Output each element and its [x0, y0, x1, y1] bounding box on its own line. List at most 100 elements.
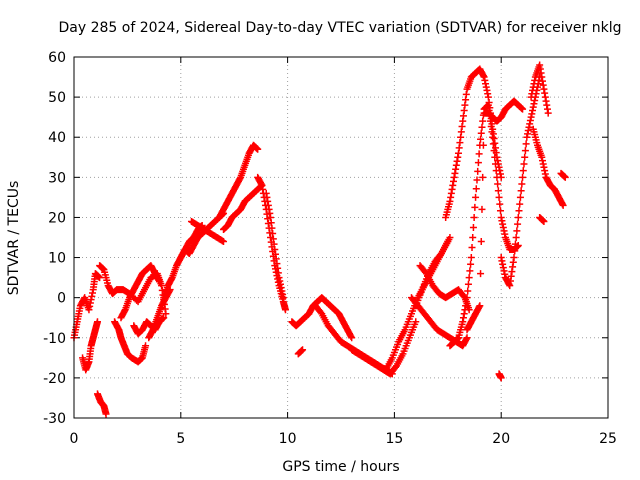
data-point: [491, 153, 499, 161]
series-track-z: [463, 97, 527, 334]
data-point: [475, 150, 483, 158]
series-track-q: [294, 346, 307, 358]
series-track-b: [79, 318, 101, 374]
data-point: [521, 153, 529, 161]
data-point: [281, 306, 289, 314]
data-point: [464, 287, 472, 295]
y-tick-label: 10: [48, 251, 66, 267]
grid-lines: [74, 57, 608, 418]
data-point: [467, 254, 475, 262]
data-point: [519, 167, 527, 175]
data-point: [497, 374, 505, 382]
chart-title: Day 285 of 2024, Sidereal Day-to-day VTE…: [59, 20, 622, 36]
data-point: [470, 213, 478, 221]
y-tick-label: -20: [43, 371, 66, 387]
data-point: [464, 280, 472, 288]
data-point: [489, 140, 497, 148]
data-point: [494, 180, 502, 188]
series-track-l: [215, 141, 262, 221]
series-track-e: [111, 318, 150, 366]
data-points: [70, 61, 569, 418]
data-point: [463, 294, 471, 302]
data-point: [469, 234, 477, 241]
data-point: [496, 200, 504, 208]
data-point: [479, 117, 487, 125]
data-point: [473, 176, 481, 184]
data-point: [463, 334, 471, 342]
data-point: [474, 167, 482, 175]
data-point: [540, 217, 548, 225]
data-point: [478, 205, 486, 213]
series-track-v: [407, 294, 471, 350]
data-point: [492, 160, 500, 168]
x-tick-label: 25: [599, 431, 617, 447]
series-track-o: [262, 189, 287, 302]
series-track-ae: [536, 213, 548, 225]
data-point: [472, 193, 480, 201]
data-point: [467, 260, 475, 268]
data-point: [493, 173, 501, 181]
data-point: [496, 207, 504, 215]
x-tick-label: 15: [385, 431, 403, 447]
data-point: [515, 207, 523, 215]
y-axis-label: SDTVAR / TECUs: [6, 181, 22, 296]
data-point: [517, 187, 525, 195]
series-track-aa: [495, 370, 505, 382]
x-tick-label: 20: [492, 431, 510, 447]
data-point: [162, 310, 170, 318]
data-point: [155, 278, 163, 286]
data-point: [521, 147, 529, 155]
data-point: [477, 135, 485, 143]
data-point: [516, 193, 524, 201]
series-track-ac: [527, 61, 552, 117]
series-track-w: [416, 262, 473, 314]
data-point: [348, 334, 356, 342]
y-tick-label: -10: [43, 331, 66, 347]
data-point: [472, 185, 480, 193]
y-tick-label: 50: [48, 90, 66, 106]
data-point: [519, 173, 527, 181]
series-track-a: [70, 270, 104, 342]
x-tick-label: 0: [70, 431, 79, 447]
data-point: [479, 141, 487, 149]
data-point: [479, 173, 487, 181]
data-point: [512, 234, 520, 241]
data-point: [412, 318, 420, 326]
data-point: [469, 223, 477, 231]
data-point: [519, 105, 527, 113]
series-track-ad: [529, 125, 567, 209]
data-point: [96, 274, 104, 282]
plot-frame: [73, 56, 609, 419]
series-track-h: [145, 286, 174, 342]
data-point: [471, 203, 479, 211]
data-point: [514, 220, 522, 228]
data-point: [544, 109, 552, 117]
series-track-ab: [497, 73, 544, 290]
series-track-y: [446, 101, 522, 350]
data-point: [489, 133, 497, 141]
data-point: [93, 318, 101, 326]
data-point: [561, 173, 569, 181]
data-point: [478, 123, 486, 131]
data-point: [511, 240, 519, 248]
data-point: [465, 274, 473, 282]
y-tick-label: 40: [48, 130, 66, 146]
data-point: [559, 201, 567, 209]
y-tick-label: 60: [48, 50, 66, 66]
data-point: [513, 227, 521, 235]
data-point: [492, 167, 500, 175]
data-point: [468, 244, 476, 252]
series-track-f: [117, 262, 163, 322]
data-point: [494, 187, 502, 195]
data-point: [446, 234, 454, 241]
data-point: [477, 129, 485, 137]
x-tick-label: 10: [279, 431, 297, 447]
data-point: [279, 294, 287, 302]
data-point: [476, 302, 484, 310]
series-track-c: [93, 390, 110, 418]
data-point: [511, 247, 519, 255]
data-point: [254, 145, 262, 153]
axis-ticks: -30 -20 -10 0 10 20 30 40 50 60 0 5 10 15 20 25: [43, 50, 617, 447]
series-track-s: [348, 318, 420, 378]
